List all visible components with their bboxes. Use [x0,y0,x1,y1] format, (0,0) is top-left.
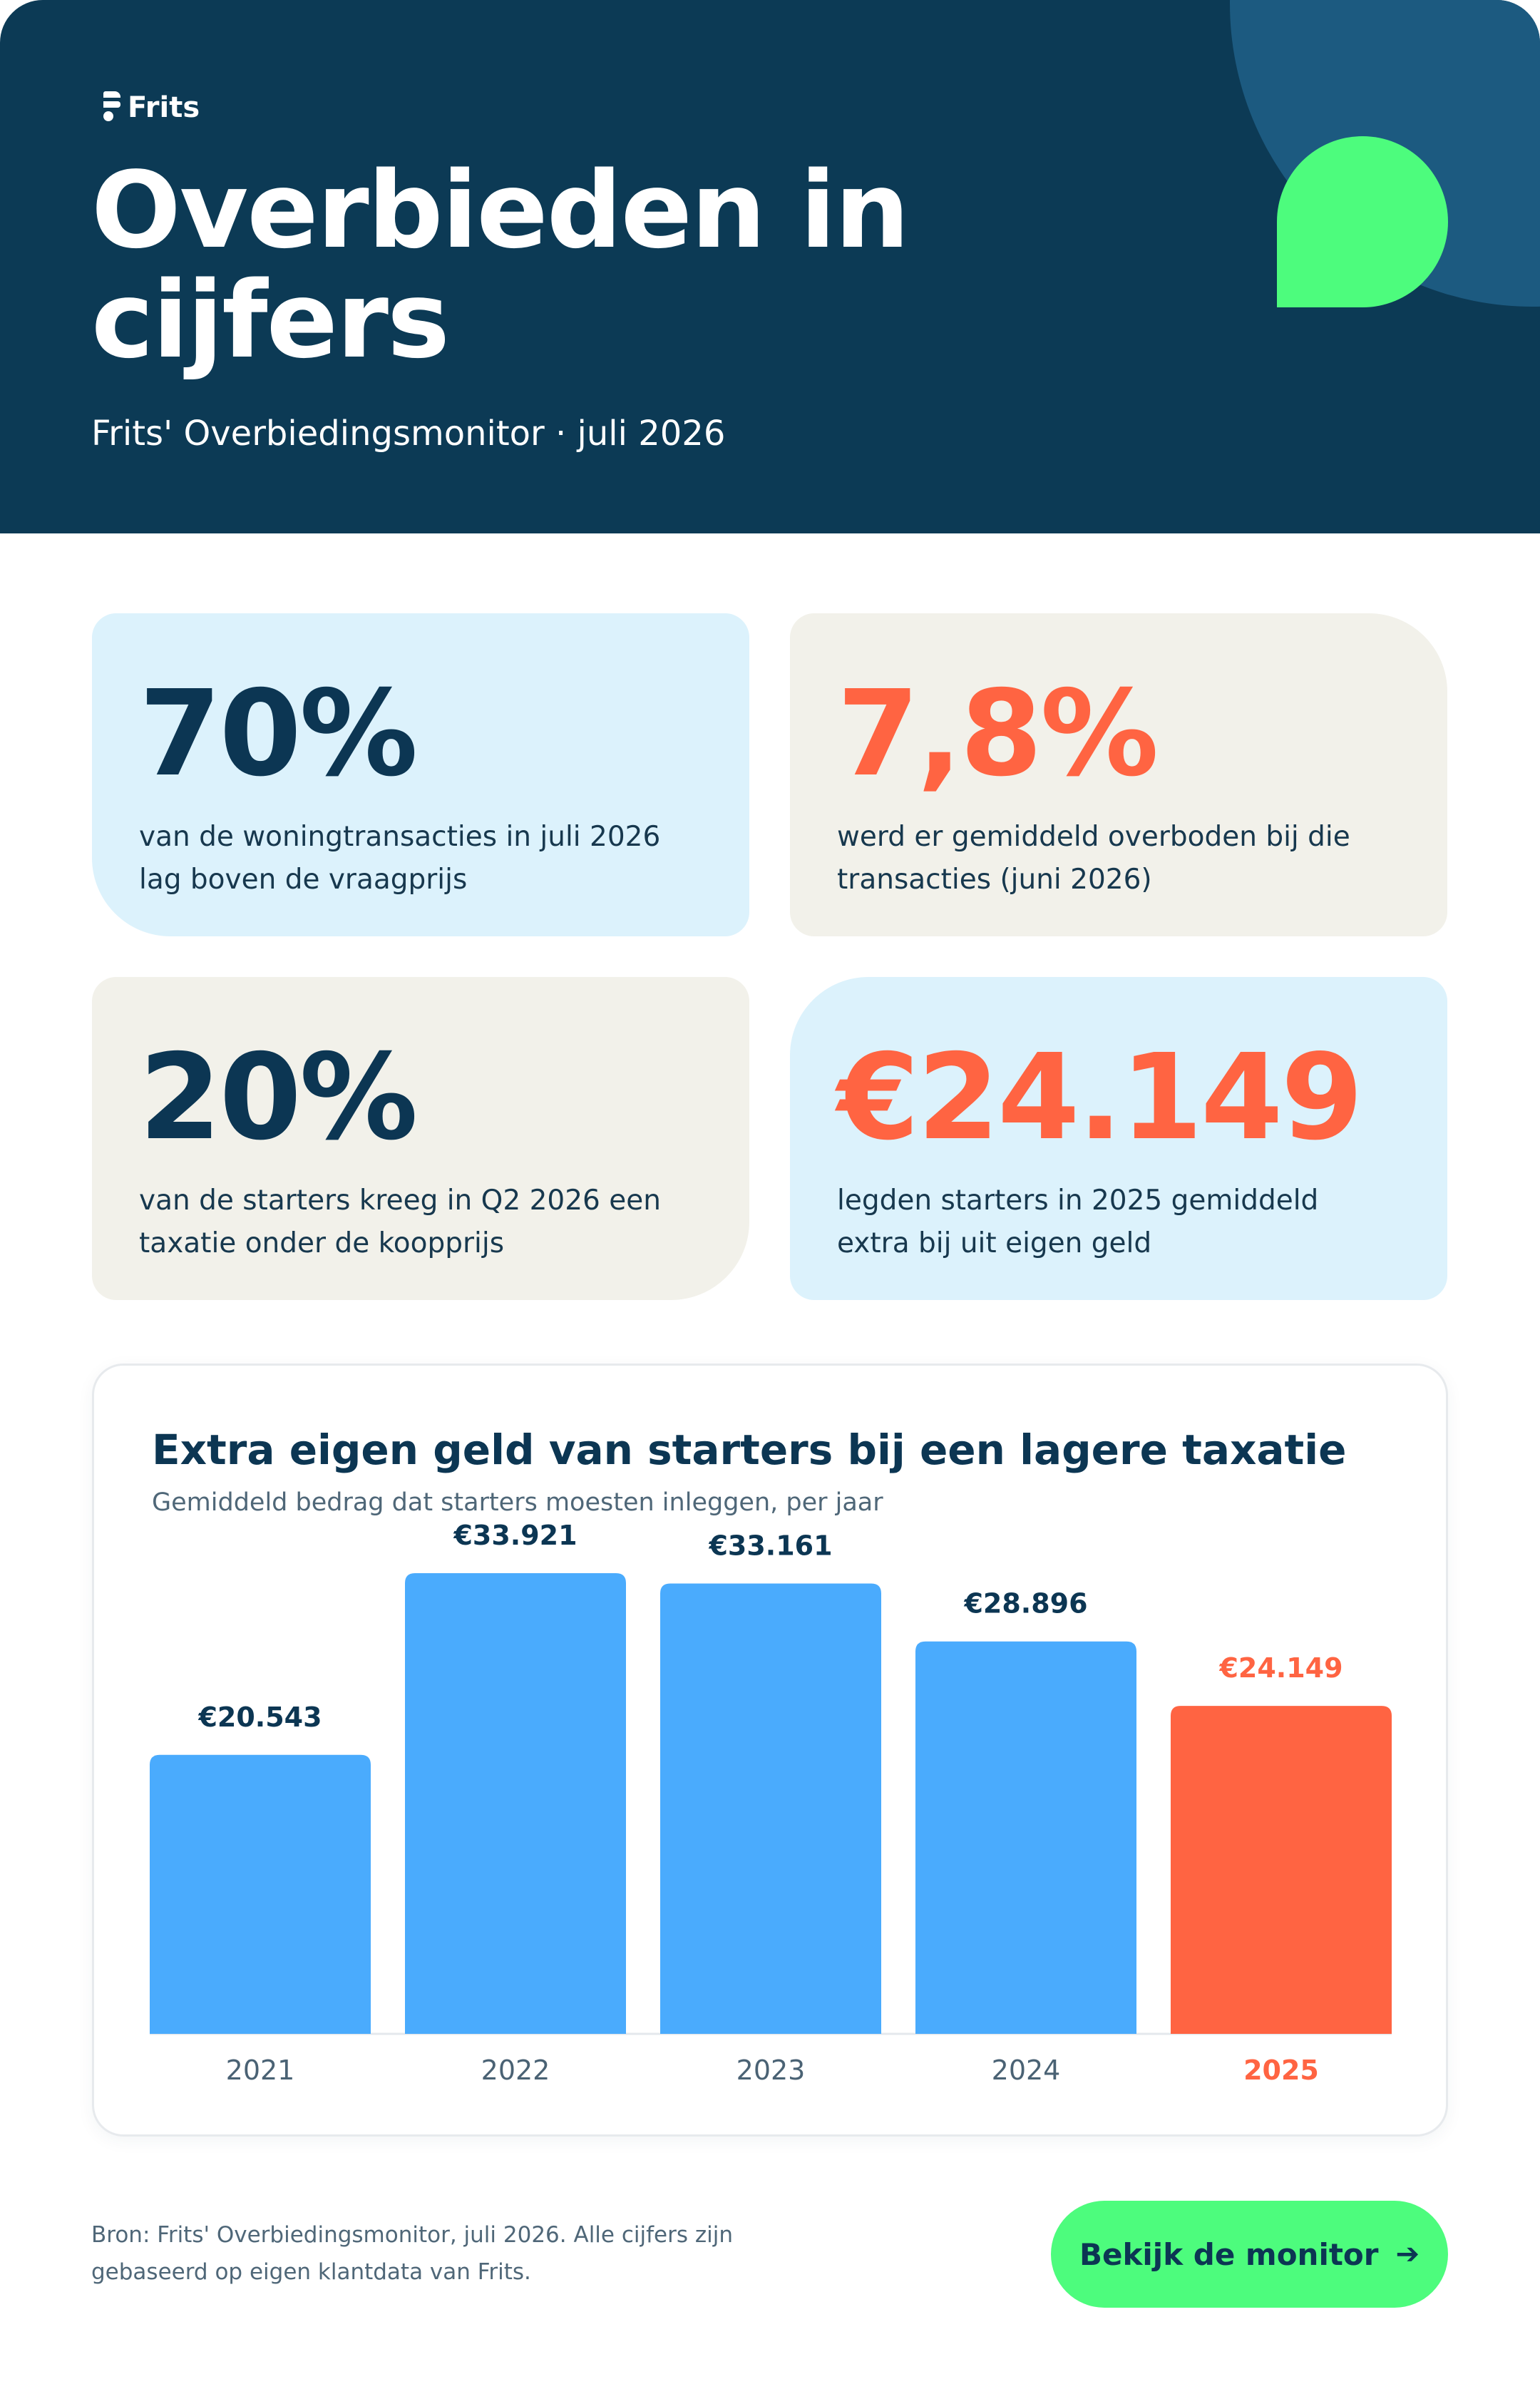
logo-text: Frits [128,91,200,124]
bar-value-label: €28.896 [963,1588,1087,1620]
bar-value-label: €20.543 [197,1702,322,1733]
chart-card: Extra eigen geld van starters bij een la… [92,1364,1448,2137]
chart-title: Extra eigen geld van starters bij een la… [152,1426,1347,1474]
chart-bar-2024 [915,1641,1136,2034]
frits-logo[interactable]: Frits [103,91,200,124]
stat-value: €24.149 [837,1029,1363,1167]
x-tick-label: 2025 [1243,2055,1319,2086]
frits-logo-icon [103,91,120,124]
cta-label: Bekijk de monitor [1079,2236,1379,2272]
stat-card-transactions-above-asking: 70% van de woningtransacties in juli 202… [92,613,749,936]
stat-card-starters-low-valuation: 20% van de starters kreeg in Q2 2026 een… [92,977,749,1300]
stat-value: 7,8% [837,665,1159,803]
chart-bar-2025 [1171,1706,1392,2034]
stat-description: werd er gemiddeld overboden bij die tran… [837,821,1350,896]
bar-chart: €20.543 2021 €33.921 2022 €33.161 2023 €28.896… [150,1520,1392,2086]
page-title: Overbieden in cijfers [91,149,910,382]
x-tick-label: 2021 [226,2055,295,2086]
stat-value: 70% [139,665,418,803]
chart-subtitle: Gemiddeld bedrag dat starters moesten in… [152,1488,883,1517]
stat-value: 20% [139,1029,418,1167]
header-banner: Frits Overbieden in cijfers Frits' Overb… [0,0,1540,533]
page-subtitle: Frits' Overbiedingsmonitor · juli 2026 [91,414,726,454]
stat-card-average-overbid: 7,8% werd er gemiddeld overboden bij die… [790,613,1447,936]
bar-value-label: €24.149 [1218,1652,1343,1684]
chart-bar-2022 [405,1573,626,2034]
bar-value-label: €33.921 [453,1520,577,1551]
bar-value-label: €33.161 [708,1530,832,1561]
stat-description: van de starters kreeg in Q2 2026 een tax… [139,1185,661,1259]
stat-card-extra-own-money: €24.149 legden starters in 2025 gemiddel… [790,977,1447,1300]
stat-description: legden starters in 2025 gemiddeld extra … [837,1185,1319,1259]
x-tick-label: 2024 [992,2055,1061,2086]
chart-bar-2021 [150,1754,371,2034]
stat-description: van de woningtransacties in juli 2026 la… [139,821,661,896]
decorative-speech-drop [1277,136,1448,307]
arrow-right-icon: ➔ [1395,2238,1420,2271]
source-note: Bron: Frits' Overbiedingsmonitor, juli 2… [91,2222,733,2285]
x-tick-label: 2022 [481,2055,550,2086]
chart-bar-2023 [660,1583,881,2034]
x-tick-label: 2023 [736,2055,806,2086]
view-monitor-button[interactable]: Bekijk de monitor ➔ [1051,2201,1448,2308]
